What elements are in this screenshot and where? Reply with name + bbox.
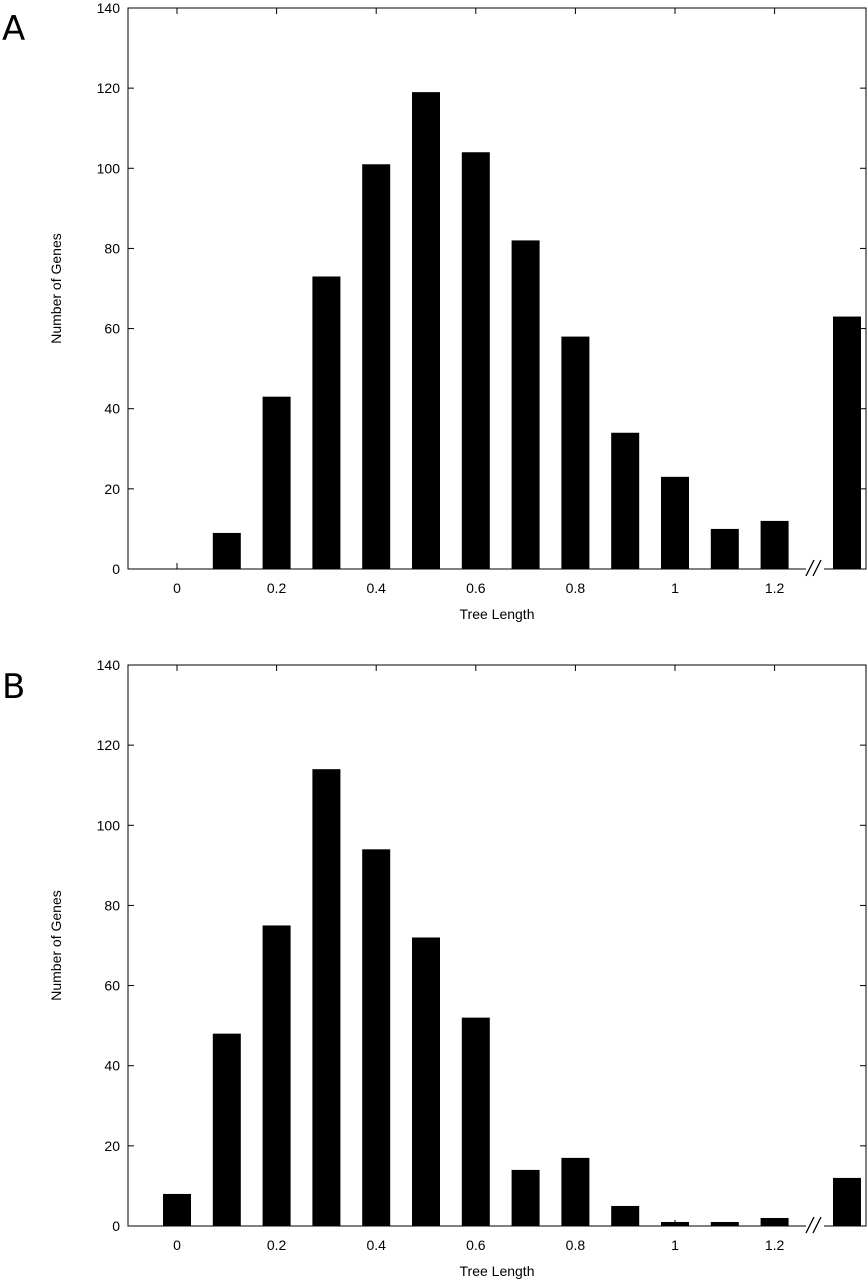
panel-b-x-axis-label: Tree Length	[460, 1263, 535, 1279]
panel-b-bar-03	[312, 769, 341, 1226]
panel-b-bar-0	[163, 1193, 191, 1226]
panel-a-y-tick-label: 140	[97, 0, 121, 16]
panel-b-label: B	[2, 667, 25, 707]
panel-a-y-tick-label: 40	[104, 401, 120, 417]
panel-a-x-tick-label: 0.6	[466, 580, 486, 596]
panel-b-bar-12	[760, 1217, 789, 1226]
panel-a-x-tick-label: 1	[671, 580, 679, 596]
panel-b-bar-11	[710, 1221, 739, 1226]
panel-a-bar-02	[262, 396, 291, 569]
panel-a-bar-13	[833, 316, 861, 569]
panel-a-bar-03	[312, 276, 341, 569]
panel-b-x-tick-label: 1	[671, 1237, 679, 1253]
panel-a-y-tick-label: 80	[104, 240, 120, 256]
panel-a-y-tick-label: 100	[97, 160, 121, 176]
panel-b-x-tick-label: 0	[173, 1237, 181, 1253]
panel-a-label: A	[2, 9, 25, 49]
panel-a-x-tick-label: 0.4	[366, 580, 386, 596]
panel-a-bar-12	[760, 520, 789, 569]
panel-a-bar-08	[561, 336, 590, 569]
panel-b-y-tick-label: 20	[104, 1138, 120, 1154]
panel-b-x-tick-label: 0.6	[466, 1237, 486, 1253]
panel-a-bar-1	[661, 476, 689, 569]
panel-b-y-tick-label: 120	[97, 737, 121, 753]
panel-b-bar-05	[412, 937, 440, 1226]
panel-a-bar-05	[412, 92, 440, 570]
panel-a-axis-break-mark	[805, 559, 815, 577]
panel-a-y-tick-label: 0	[112, 561, 120, 577]
panel-a-bar-04	[362, 164, 391, 569]
panel-a-y-tick-label: 20	[104, 481, 120, 497]
panel-b-axis-break-mark	[812, 1216, 822, 1234]
panel-b-bar-02	[262, 925, 291, 1226]
panel-a-chart: A 0 20 40 60 80 100 120 140 0 0.2 0.4 0.6 0.8 1 1.2 Tre…	[2, 0, 867, 622]
panel-b-x-tick-label: 0.8	[566, 1237, 586, 1253]
panel-b-bar-06	[461, 1017, 490, 1226]
panel-b-y-tick-label: 100	[97, 817, 121, 833]
panel-a-x-axis-label: Tree Length	[460, 606, 535, 622]
panel-b-axis-break-gap	[806, 1219, 824, 1233]
panel-b-plot-frame	[127, 664, 867, 1227]
panel-a-axis-break-gap	[806, 562, 824, 576]
panel-a-y-axis-label: Number of Genes	[48, 233, 64, 344]
panel-b-x-tick-label: 0.4	[366, 1237, 386, 1253]
panel-a-x-tick-label: 0.8	[566, 580, 586, 596]
panel-b-bar-13	[833, 1177, 861, 1226]
panel-b-bar-1	[661, 1221, 689, 1226]
panel-a-x-tick-label: 0.2	[267, 580, 287, 596]
panel-b-y-tick-label: 40	[104, 1058, 120, 1074]
panel-a-bar-06	[461, 152, 490, 569]
panel-a-y-tick-label: 60	[104, 321, 120, 337]
panel-b-y-tick-label: 140	[97, 657, 121, 673]
panel-b-y-axis-label: Number of Genes	[48, 890, 64, 1001]
panel-b-x-tick-label: 0.2	[267, 1237, 287, 1253]
panel-b-bar-09	[611, 1205, 640, 1226]
panel-a-plot-frame	[127, 7, 867, 570]
panel-a-bar-09	[611, 432, 640, 569]
panel-a-bar-07	[511, 240, 540, 569]
panel-b-axis-break-mark	[805, 1216, 815, 1234]
panel-b-y-tick-label: 80	[104, 897, 120, 913]
panel-a-x-tick-label: 0	[173, 580, 181, 596]
panel-b-bar-07	[511, 1169, 540, 1226]
panel-a-y-tick-label: 120	[97, 80, 121, 96]
panel-a-bar-01	[212, 532, 241, 569]
panel-b-y-tick-label: 60	[104, 978, 120, 994]
panel-b-bar-08	[561, 1157, 590, 1226]
panel-b-bar-01	[212, 1033, 241, 1226]
panel-a-x-tick-label: 1.2	[765, 580, 785, 596]
panel-b-x-tick-label: 1.2	[765, 1237, 785, 1253]
panel-b-chart: B 0 20 40 60 80 100 120 140 0 0.2 0.4 0.6 0.8 1 1.2 Tre…	[2, 657, 867, 1279]
panel-a-bar-11	[710, 528, 739, 569]
panel-b-bar-04	[362, 849, 391, 1226]
panel-b-y-tick-label: 0	[112, 1218, 120, 1234]
panel-a-axis-break-mark	[812, 559, 822, 577]
